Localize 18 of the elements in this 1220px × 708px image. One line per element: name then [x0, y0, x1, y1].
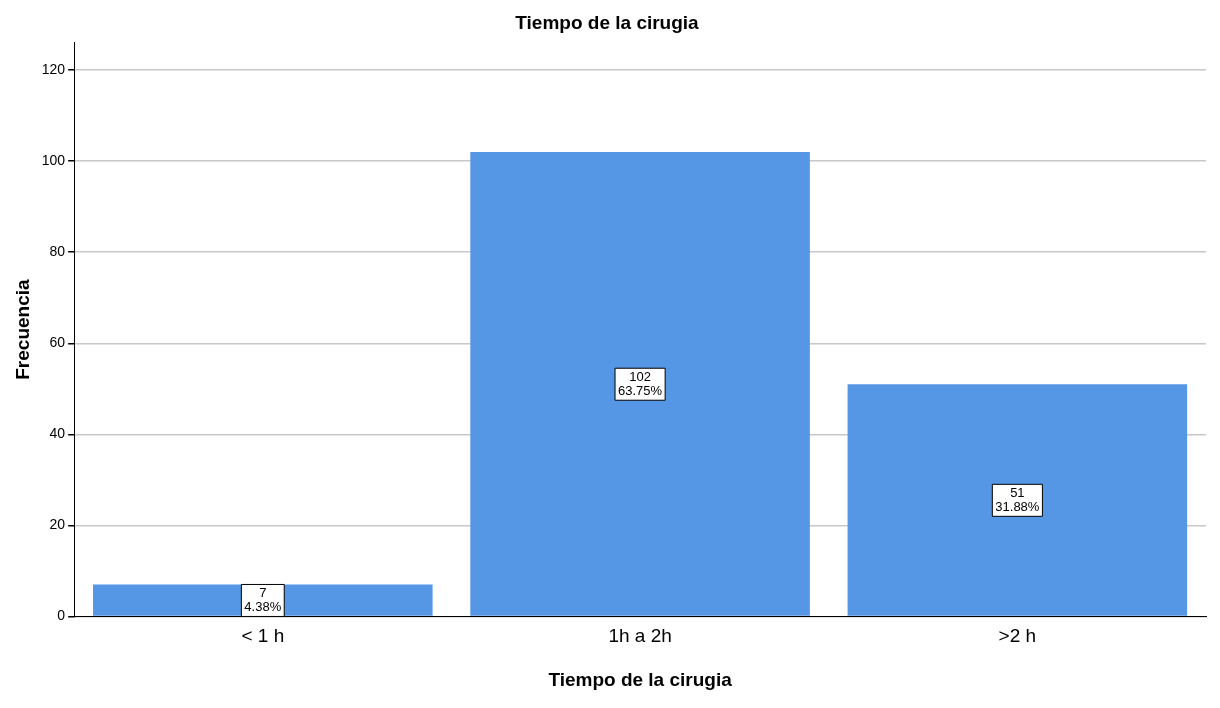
y-tick-label: 60 [49, 334, 66, 351]
x-tick-label: 1h a 2h [608, 625, 672, 647]
bar [470, 152, 810, 616]
y-tick-label: 100 [41, 152, 66, 169]
y-tick-label: 80 [49, 243, 66, 260]
y-axis-title: Frecuencia [11, 279, 33, 380]
y-tick-label: 120 [41, 60, 66, 77]
y-tick-label: 0 [57, 607, 66, 624]
data-label: 7 4.38% [244, 585, 282, 615]
x-tick-label: < 1 h [241, 625, 285, 647]
data-label: 102 63.75% [618, 368, 663, 398]
chart-title: Tiempo de la cirugia [515, 11, 700, 33]
y-tick-label: 20 [49, 516, 66, 533]
x-tick-label: >2 h [998, 625, 1037, 647]
y-tick-label: 40 [49, 425, 66, 442]
bar [847, 384, 1188, 616]
data-label: 51 31.88% [995, 484, 1040, 514]
x-axis-title: Tiempo de la cirugia [548, 668, 733, 690]
